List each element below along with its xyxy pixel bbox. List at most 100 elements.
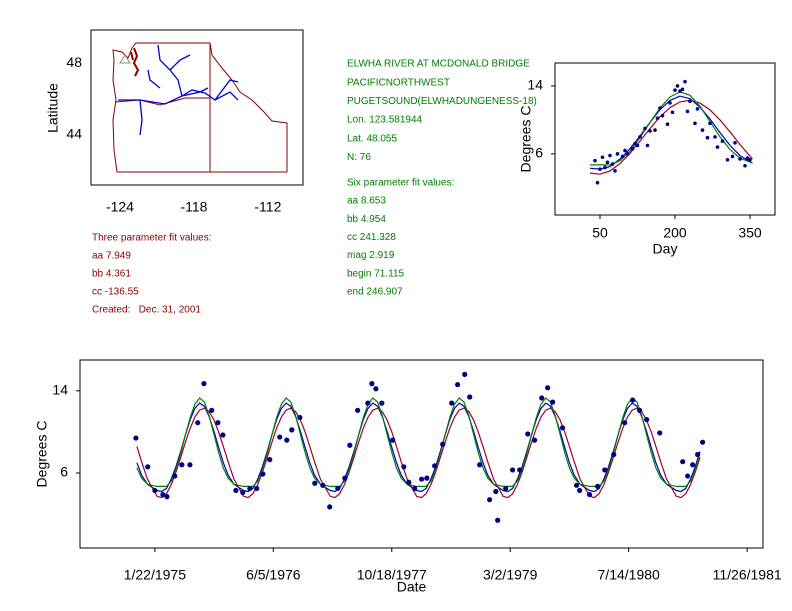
data-point (693, 121, 697, 126)
data-point (467, 394, 473, 400)
x-tick-label: 350 (738, 225, 762, 241)
x-tick-label: 6/5/1976 (246, 567, 301, 583)
six-fit-title: Six parameter fit values: (347, 178, 454, 189)
data-point (379, 400, 385, 406)
data-point (743, 163, 747, 168)
data-point (635, 143, 640, 148)
x-axis-label: Date (397, 579, 427, 595)
site-marker (119, 54, 131, 64)
data-point (700, 128, 705, 132)
data-point (550, 399, 556, 405)
x-axis-label: Day (653, 241, 678, 257)
data-point (335, 485, 341, 492)
data-point (390, 437, 396, 443)
station-line: ELWHA RIVER AT MCDONALD BRIDGE (347, 59, 530, 70)
station-line: N: 76 (347, 152, 371, 163)
data-point (297, 414, 303, 421)
data-point (653, 128, 657, 132)
fit-curve (136, 407, 701, 499)
data-point (201, 381, 207, 387)
data-point (685, 109, 690, 114)
data-point (493, 488, 499, 495)
data-point (748, 158, 752, 162)
data-point (648, 129, 652, 133)
data-point (539, 395, 545, 401)
data-point (220, 432, 226, 438)
data-point (419, 476, 425, 482)
data-point (695, 451, 701, 458)
data-point (598, 167, 602, 171)
data-point (440, 441, 446, 447)
data-point (145, 464, 151, 470)
fit-line: aa 7.949 (92, 251, 131, 262)
data-point (412, 485, 418, 492)
data-point (277, 434, 283, 440)
fit-curve (589, 99, 753, 175)
data-point (595, 483, 601, 489)
data-point (602, 467, 608, 473)
x-tick-label: 7/14/1980 (598, 567, 660, 583)
y-axis-label: Degrees C (34, 421, 50, 488)
x-tick-label: 1/22/1975 (124, 567, 186, 583)
six-fit-line: bb 4.954 (347, 214, 386, 225)
data-point (695, 107, 700, 111)
map-y-tick-label: 48 (66, 54, 82, 70)
data-point (477, 462, 483, 468)
data-point (668, 101, 672, 105)
six-fit-line: end 246.907 (347, 287, 403, 298)
data-point (327, 504, 333, 510)
data-point (284, 437, 290, 443)
data-point (720, 139, 725, 143)
data-point (487, 497, 493, 503)
x-tick-label: 3/2/1979 (483, 567, 538, 583)
data-point (432, 463, 438, 469)
data-point (289, 427, 295, 433)
data-point (593, 158, 597, 163)
data-point (215, 420, 221, 426)
data-point (503, 485, 509, 492)
data-point (312, 480, 318, 486)
map-x-tick-label: -112 (254, 199, 281, 215)
map-x-tick-label: -118 (180, 199, 207, 215)
data-point (559, 425, 566, 431)
puget-sound (130, 47, 140, 77)
data-point (462, 371, 468, 377)
y-tick-label: 14 (52, 382, 68, 398)
data-point (685, 473, 691, 479)
data-point (195, 420, 201, 426)
data-point (401, 464, 407, 470)
six-fit-line: aa 8.653 (347, 196, 386, 207)
state-border (114, 43, 211, 172)
data-point (455, 382, 461, 388)
data-point (630, 397, 636, 403)
six-fit-line: mag 2.919 (347, 250, 395, 261)
data-point (725, 158, 730, 162)
station-line: PUGETSOUND(ELWHADUNGENESS-18) (347, 96, 537, 107)
y-tick-label: 14 (527, 77, 543, 93)
data-point (164, 494, 170, 500)
data-point (179, 462, 185, 468)
data-point (657, 430, 663, 436)
y-axis-label: Degrees C (518, 106, 534, 173)
data-point (509, 467, 516, 473)
data-point (636, 407, 643, 413)
six-fit-line: begin 71.115 (347, 268, 405, 279)
x-tick-label: 10/18/1977 (357, 567, 427, 583)
map-y-label: Latitude (45, 83, 61, 133)
x-tick-label: 11/26/1981 (713, 567, 782, 583)
data-point (406, 479, 412, 485)
data-point (708, 121, 712, 126)
data-point (730, 154, 735, 159)
data-point (605, 160, 610, 165)
data-point (172, 473, 178, 479)
station-line: PACIFICNORTHWEST (347, 77, 450, 88)
data-point (525, 431, 531, 437)
plot-frame (554, 62, 776, 216)
data-point (532, 437, 538, 443)
station-line: Lat. 48.055 (347, 133, 397, 144)
data-point (517, 467, 523, 473)
data-point (240, 489, 246, 496)
data-point (680, 87, 685, 92)
data-point (715, 145, 720, 149)
station-line: Lon. 123.581944 (347, 115, 423, 126)
